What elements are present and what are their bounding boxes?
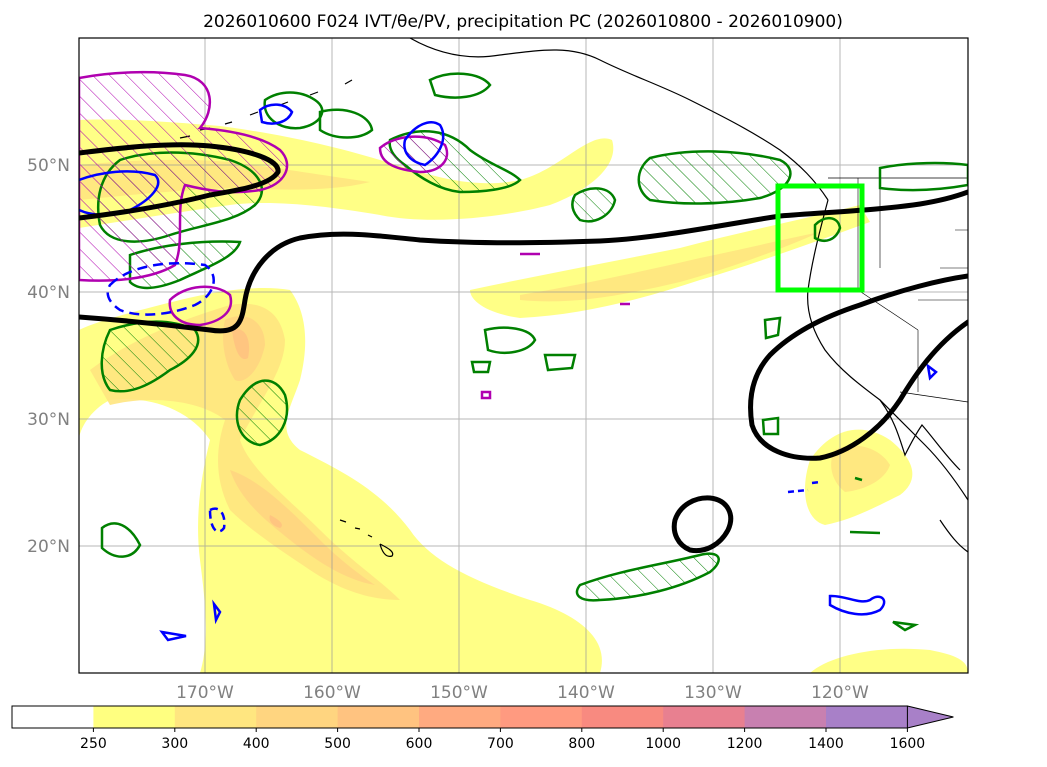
pv-blue-small-3 <box>926 363 938 381</box>
colorbar-tick-label: 1400 <box>808 736 844 752</box>
map-content <box>79 38 968 673</box>
lat-label-50n: 50°N <box>27 156 70 176</box>
plot-title: 2026010600 F024 IVT/θe/PV, precipitation… <box>203 12 843 32</box>
ivt-plume-peak <box>232 329 282 528</box>
us-west-coast <box>807 199 968 501</box>
pv-green-south-3 <box>100 522 142 558</box>
pv-blue-small-2 <box>159 630 187 642</box>
pv-green-mid-2 <box>543 353 577 372</box>
theta-e-north <box>79 142 281 221</box>
pv-green-north-6 <box>637 150 792 205</box>
baja-coast <box>879 399 961 471</box>
pv-magenta-mid <box>168 285 233 327</box>
pv-blue-dashed-1 <box>106 261 215 316</box>
colorbar-tick-label: 1600 <box>890 736 926 752</box>
colorbar-segment <box>581 706 664 728</box>
colorbar-segment <box>663 706 746 728</box>
pv-blue-se <box>828 594 886 616</box>
pv-green-mid-3 <box>470 360 492 374</box>
colorbar-outline <box>11 705 908 729</box>
pv-blue-north-1 <box>258 103 294 125</box>
colorbar-segment <box>93 706 176 728</box>
ivt-plume-inner <box>90 303 400 600</box>
lat-label-40n: 40°N <box>27 283 70 303</box>
pv-blue-north-2 <box>403 121 445 167</box>
lon-label-120w: 120°W <box>811 683 869 703</box>
colorbar-tick-label: 250 <box>80 736 107 752</box>
ivt-band-mid-core <box>520 232 820 302</box>
colorbar-tick-label: 800 <box>568 736 595 752</box>
pv-green-north-4 <box>428 72 492 99</box>
pv-green-mid-west <box>100 320 200 393</box>
colorbar-tick-label: 600 <box>406 736 433 752</box>
lat-label-30n: 30°N <box>27 410 70 430</box>
ivt-band-baja-core <box>831 445 890 492</box>
colorbar-segment <box>500 706 583 728</box>
lon-label-130w: 130°W <box>684 683 742 703</box>
lon-label-150w: 150°W <box>430 683 488 703</box>
pv-blue-dashed-2 <box>208 507 226 533</box>
map-frame <box>78 37 969 674</box>
colorbar-segment <box>744 706 827 728</box>
hawaii-islands <box>339 519 394 557</box>
pv-green-small-3 <box>892 620 920 632</box>
colorbar-tick-label: 300 <box>161 736 188 752</box>
pv-green-small-4 <box>849 476 881 535</box>
pv-green-north-2 <box>318 108 374 139</box>
border-us-mexico <box>899 391 968 403</box>
pv-green-small-1 <box>763 316 782 340</box>
colorbar-segment <box>174 706 257 728</box>
pv-blue-small-1 <box>212 599 222 625</box>
colorbar-segment <box>419 706 501 728</box>
alaska-coast <box>409 38 829 201</box>
colorbar-segment <box>337 706 420 728</box>
pv-green-oregon <box>813 217 842 242</box>
colorbar-tick-label: 500 <box>324 736 351 752</box>
colorbar-tick-label: 400 <box>243 736 270 752</box>
colorbar-tick-label: 700 <box>487 736 514 752</box>
colorbar-segment <box>12 706 94 728</box>
colorbar-tick-label: 1000 <box>645 736 681 752</box>
colorbar-segment <box>826 706 908 728</box>
pv-magenta-small <box>480 252 630 400</box>
theta-e-ring <box>671 495 734 554</box>
lon-labels: 170°W 160°W 150°W 140°W 130°W 120°W <box>176 683 869 703</box>
pv-blue-dashed-3 <box>787 480 821 494</box>
pv-magenta-nw <box>79 70 289 282</box>
mexico-coast <box>939 519 968 553</box>
ivt-band-southeast <box>810 648 968 673</box>
lon-label-160w: 160°W <box>303 683 361 703</box>
state-borders <box>857 178 968 392</box>
lat-labels: 50°N 40°N 30°N 20°N <box>27 156 70 557</box>
theta-e-southeast <box>748 273 968 461</box>
lon-label-140w: 140°W <box>557 683 615 703</box>
theta-e-main <box>79 189 968 334</box>
lon-label-170w: 170°W <box>176 683 234 703</box>
lat-label-20n: 20°N <box>27 537 70 557</box>
colorbar-segment <box>256 706 339 728</box>
pv-green-small-2 <box>761 416 780 436</box>
pv-blue-contours <box>79 103 938 642</box>
pv-green-north-5 <box>571 187 617 223</box>
colorbar: 250 300 400 500 600 700 800 1000 1200 1400 1600 <box>11 705 954 752</box>
colorbar-tick-label: 1200 <box>727 736 763 752</box>
pv-magenta-contours <box>79 70 630 400</box>
theta-e-contours <box>79 142 968 554</box>
pv-green-mid-1 <box>483 326 537 354</box>
pv-green-ne <box>878 161 968 192</box>
pv-green-south-2 <box>575 552 720 602</box>
colorbar-extend-arrow <box>906 705 954 729</box>
pv-green-south-1 <box>235 379 289 447</box>
region-box <box>775 183 865 293</box>
